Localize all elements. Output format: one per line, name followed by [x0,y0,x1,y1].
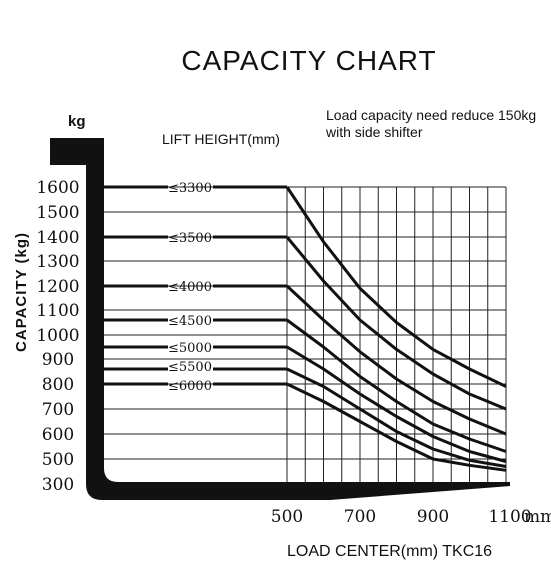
y-tick-label: 1100 [36,301,79,321]
curve-layer [104,185,507,472]
y-tick-label: 300 [42,475,74,495]
legend-title: LIFT HEIGHT(mm) [162,131,280,147]
series-label: ≤5500 [168,360,212,375]
series-curve [285,186,507,388]
y-tick-label: 1200 [36,277,79,297]
series-curve [286,318,507,453]
tick-layer: 1600 1500 1400 1300 1200 1100 1000 900 800 700 600… [36,178,551,527]
label-layer: ≤3300 ≤3500 ≤4000 ≤4500 ≤5000 ≤5500 ≤6000 [168,181,212,394]
x-axis-label: LOAD CENTER(mm) TKC16 [287,543,492,560]
series-label: ≤4000 [168,280,212,295]
y-tick-label: 1300 [36,252,79,272]
y-tick-label: 600 [42,425,74,445]
x-tick-label: 700 [344,507,376,527]
series-curve [285,236,507,411]
y-tick-label: 1500 [36,203,79,223]
chart-title: CAPACITY CHART [181,45,436,76]
x-tick-label: 900 [417,507,449,527]
x-unit-label: mm [524,507,551,527]
y-axis-label: CAPACITY (kg) [13,232,30,352]
y-tick-label: 1600 [36,178,79,198]
chart-note-line-1: Load capacity need reduce 150kg [326,107,536,123]
series-curve [286,367,507,468]
y-tick-label: 500 [42,450,74,470]
y-tick-label: 800 [42,375,74,395]
series-curve [286,345,507,463]
chart-note-line-2: with side shifter [325,124,423,140]
series-curve [285,284,507,436]
series-label: ≤6000 [168,379,212,394]
unit-label: kg [68,113,86,130]
y-tick-label: 1400 [36,228,79,248]
frame-thick-outline [50,138,510,500]
x-tick-label: 1100 [488,507,531,527]
y-tick-label: 1000 [36,326,79,346]
series-label: ≤5000 [168,341,212,356]
series-label: ≤4500 [168,314,212,329]
y-tick-label: 900 [42,350,74,370]
x-tick-label: 500 [271,507,303,527]
series-label: ≤3500 [168,231,212,246]
series-label: ≤3300 [168,181,212,196]
series-curve [286,382,507,472]
y-tick-label: 700 [42,400,74,420]
